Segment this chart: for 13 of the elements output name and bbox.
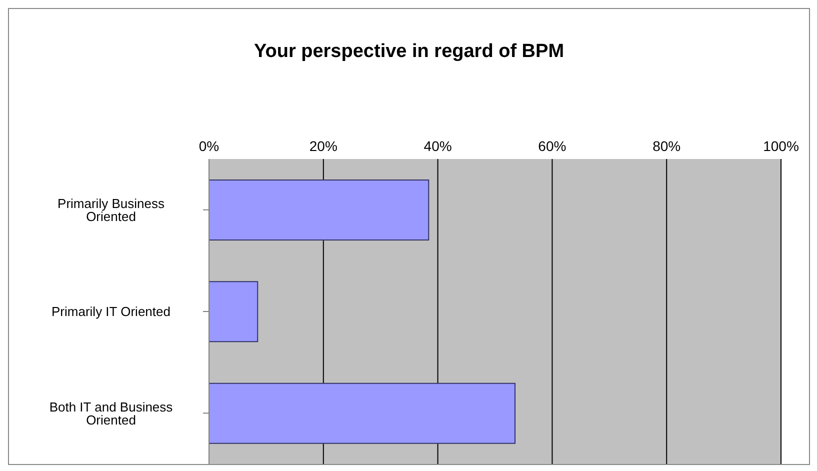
x-tick-label: 20% xyxy=(309,138,338,154)
x-tick-label: 60% xyxy=(538,138,566,154)
bar xyxy=(209,180,430,240)
y-tick-label: Primarily Business Oriented xyxy=(58,196,165,224)
x-tick-label: 80% xyxy=(652,138,681,154)
chart-title: Your perspective in regard of BPM xyxy=(252,41,566,63)
y-tick-label: Primarily IT Oriented xyxy=(52,304,170,320)
y-tick-label: Both IT and Business Oriented xyxy=(49,399,174,428)
x-tick-label: 100% xyxy=(763,138,799,154)
bar xyxy=(209,382,516,444)
x-tick-label: 0% xyxy=(198,138,220,154)
bar xyxy=(209,281,258,342)
x-tick-label: 40% xyxy=(424,138,452,154)
